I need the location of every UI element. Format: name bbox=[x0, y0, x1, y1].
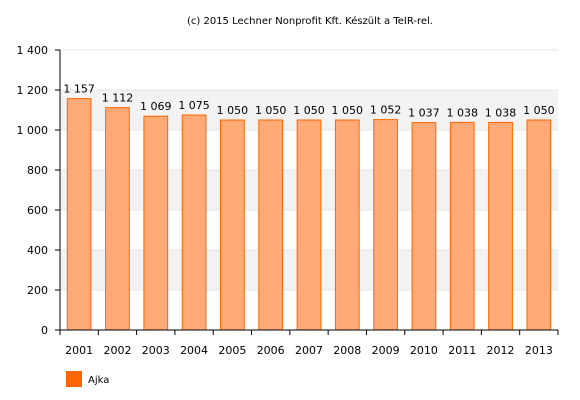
bar-2001[interactable] bbox=[66, 98, 92, 331]
bars bbox=[66, 98, 552, 331]
legend-label-ajka[interactable]: Ajka bbox=[88, 375, 109, 386]
x-tick-label: 2002 bbox=[103, 344, 131, 357]
y-tick-label: 600 bbox=[27, 204, 48, 217]
y-tick-label: 1 400 bbox=[17, 44, 49, 57]
data-label-2010: 1 037 bbox=[408, 107, 440, 120]
y-tick-label: 200 bbox=[27, 284, 48, 297]
bar-2004[interactable] bbox=[181, 114, 207, 331]
data-label-2013: 1 050 bbox=[523, 104, 555, 117]
x-tick-label: 2006 bbox=[257, 344, 285, 357]
bar-2006[interactable] bbox=[258, 119, 284, 331]
x-tick-label: 2003 bbox=[142, 344, 170, 357]
y-tick-label: 0 bbox=[41, 324, 48, 337]
x-tick-label: 2004 bbox=[180, 344, 208, 357]
x-tick-label: 2001 bbox=[65, 344, 93, 357]
data-label-2009: 1 052 bbox=[370, 104, 402, 117]
x-tick-label: 2013 bbox=[525, 344, 553, 357]
data-label-2011: 1 038 bbox=[446, 106, 478, 119]
x-tick-label: 2007 bbox=[295, 344, 323, 357]
data-label-2004: 1 075 bbox=[178, 99, 210, 112]
bar-2010[interactable] bbox=[411, 122, 437, 331]
legend-swatch-ajka[interactable] bbox=[66, 371, 82, 387]
y-tick-label: 1 000 bbox=[17, 124, 49, 137]
y-axis-ticks: 0 200 400 600 800 1 000 1 200 1 400 bbox=[17, 44, 60, 337]
x-tick-label: 2012 bbox=[487, 344, 515, 357]
data-labels: 1 157 1 112 1 069 1 075 1 050 1 050 1 050 1 050… bbox=[63, 83, 554, 120]
data-label-2002: 1 112 bbox=[102, 92, 134, 105]
bar-2005[interactable] bbox=[220, 119, 245, 331]
data-label-2001: 1 157 bbox=[63, 83, 95, 96]
bar-2011[interactable] bbox=[449, 121, 475, 331]
bar-2013[interactable] bbox=[526, 119, 552, 331]
y-tick-label: 800 bbox=[27, 164, 48, 177]
data-label-2007: 1 050 bbox=[293, 104, 325, 117]
x-tick-label: 2008 bbox=[333, 344, 361, 357]
bar-2007[interactable] bbox=[296, 119, 322, 331]
bar-2008[interactable] bbox=[334, 119, 360, 331]
y-tick-label: 1 200 bbox=[17, 84, 49, 97]
y-tick-label: 400 bbox=[27, 244, 48, 257]
data-label-2005: 1 050 bbox=[217, 104, 249, 117]
x-tick-label: 2010 bbox=[410, 344, 438, 357]
legend[interactable]: Ajka bbox=[66, 371, 109, 387]
data-label-2012: 1 038 bbox=[485, 106, 517, 119]
bar-2003[interactable] bbox=[143, 115, 169, 331]
data-label-2008: 1 050 bbox=[332, 104, 364, 117]
x-tick-label: 2011 bbox=[448, 344, 476, 357]
x-tick-label: 2005 bbox=[218, 344, 246, 357]
data-label-2003: 1 069 bbox=[140, 100, 172, 113]
x-tick-label: 2009 bbox=[372, 344, 400, 357]
bar-2012[interactable] bbox=[488, 121, 513, 331]
data-label-2006: 1 050 bbox=[255, 104, 287, 117]
bar-2009[interactable] bbox=[373, 119, 398, 331]
axes bbox=[59, 50, 558, 331]
bar-2002[interactable] bbox=[105, 107, 130, 331]
x-axis-ticks: 2001 2002 2003 2004 2005 2006 2007 2008 2009 2010… bbox=[59, 330, 559, 357]
credit-text: (c) 2015 Lechner Nonprofit Kft. Készült … bbox=[187, 15, 433, 27]
